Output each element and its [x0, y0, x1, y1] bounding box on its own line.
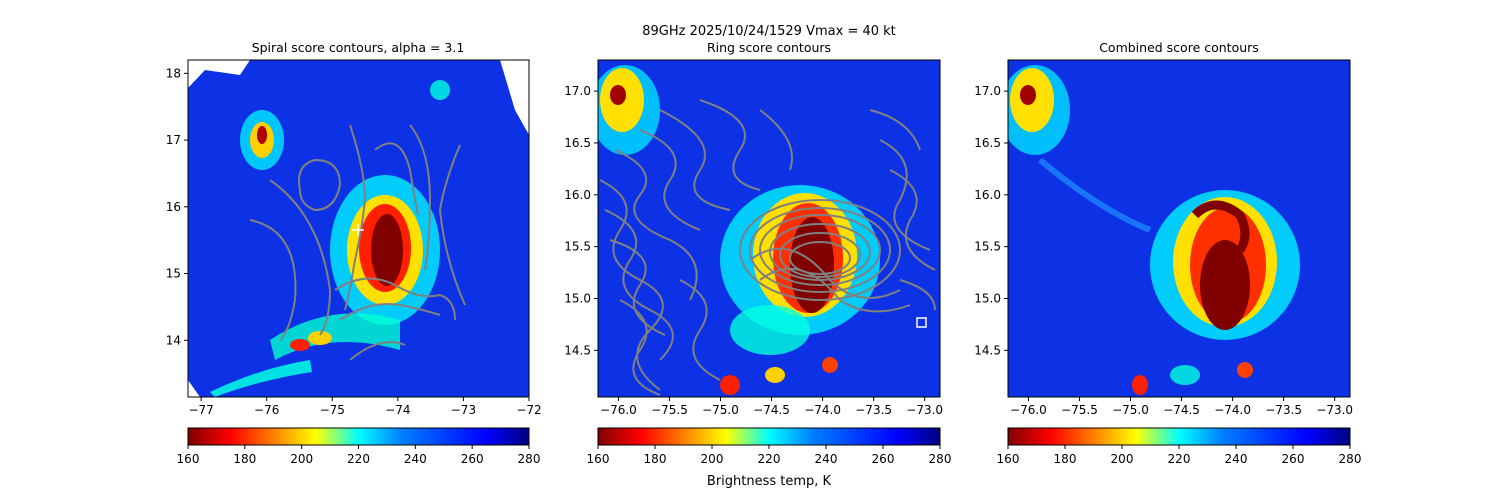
colorbar-tick-label: 180: [233, 452, 256, 466]
x-tick-label: −72: [516, 403, 541, 417]
y-tick-label: 16.0: [564, 188, 591, 202]
combined-panel-title: Combined score contours: [1099, 40, 1259, 55]
y-tick-label: 14.5: [974, 343, 1001, 357]
colorbar-tick-label: 220: [1168, 452, 1191, 466]
y-tick-label: 15.5: [564, 240, 591, 254]
x-tick-label: −76: [254, 403, 279, 417]
colorbar-tick-label: 180: [644, 452, 667, 466]
x-tick-label: −75.5: [651, 403, 688, 417]
colorbar-tick-label: 160: [177, 452, 200, 466]
ring-center-marker: [916, 317, 927, 328]
combined-heatmap: [1008, 65, 1300, 395]
x-tick-label: −75.0: [702, 403, 739, 417]
x-tick-label: −73.0: [906, 403, 943, 417]
x-tick-label: −73.0: [1316, 403, 1353, 417]
y-tick-label: 17: [166, 133, 181, 147]
x-tick-label: −73.5: [855, 403, 892, 417]
colorbar-label: Brightness temp, K: [707, 474, 832, 489]
x-tick-label: −74.0: [804, 403, 841, 417]
colorbar-tick-label: 220: [347, 452, 370, 466]
colorbar-tick-label: 280: [518, 452, 541, 466]
spiral-center-marker: [352, 224, 364, 236]
combined-plot-frame: [1007, 59, 1351, 398]
colorbar-tick-label: 260: [872, 452, 895, 466]
colorbar: [1007, 427, 1351, 446]
colorbar-tick-label: 160: [997, 452, 1020, 466]
x-tick-label: −74.5: [1163, 403, 1200, 417]
y-tick-label: 16.0: [974, 188, 1001, 202]
x-tick-label: −74: [385, 403, 410, 417]
colorbar-tick-label: 260: [1282, 452, 1305, 466]
y-tick-label: 15.0: [974, 291, 1001, 305]
x-tick-label: −73: [451, 403, 476, 417]
x-tick-label: −76.0: [600, 403, 637, 417]
colorbar-tick-label: 200: [290, 452, 313, 466]
y-tick-label: 16.5: [564, 136, 591, 150]
y-tick-label: 15: [166, 267, 181, 281]
colorbars: 160 180 200 220 240 260 280 160 180 200 220 240 260 2…: [177, 427, 1362, 466]
y-tick-label: 17.0: [564, 84, 591, 98]
y-tick-label: 18: [166, 66, 181, 80]
x-tick-label: −74.0: [1214, 403, 1251, 417]
colorbar: [187, 427, 530, 446]
colorbar-tick-label: 160: [587, 452, 610, 466]
spiral-panel-title: Spiral score contours, alpha = 3.1: [252, 40, 465, 55]
x-tick-label: −73.5: [1265, 403, 1302, 417]
colorbar-tick-label: 240: [404, 452, 427, 466]
colorbar-tick-label: 280: [1339, 452, 1362, 466]
ring-panel-title: Ring score contours: [707, 40, 831, 55]
colorbar-tick-label: 280: [929, 452, 952, 466]
combined-score-panel: Combined score contours −76.0 −75.5 −75.0−…: [974, 40, 1353, 417]
colorbar-tick-label: 260: [461, 452, 484, 466]
x-tick-label: −74.5: [753, 403, 790, 417]
y-tick-label: 16.5: [974, 136, 1001, 150]
spiral-score-panel: Spiral score contours, alpha = 3.1: [166, 40, 542, 417]
y-tick-label: 14.5: [564, 343, 591, 357]
colorbar-tick-label: 220: [758, 452, 781, 466]
figure-suptitle: 89GHz 2025/10/24/1529 Vmax = 40 kt: [642, 24, 896, 39]
colorbar: [597, 427, 941, 446]
ring-axes: −76.0 −75.5 −75.0 −74.5 −74.0 −73.5 −73.0 14.5 1…: [564, 84, 943, 417]
colorbar-tick-label: 240: [815, 452, 838, 466]
x-tick-label: −77: [188, 403, 213, 417]
spiral-plot-frame: [187, 59, 530, 398]
ring-contours: [599, 99, 936, 396]
y-tick-label: 15.0: [564, 291, 591, 305]
combined-axes: −76.0 −75.5 −75.0 −74.5 −74.0 −73.5 −73.0 14.5 1…: [974, 84, 1353, 417]
y-tick-label: 15.5: [974, 240, 1001, 254]
ring-plot-frame: [597, 59, 941, 398]
y-tick-label: 14: [166, 333, 181, 347]
x-tick-label: −75.0: [1112, 403, 1149, 417]
spiral-axes: −77 −76 −75 −74 −73 −72 14 15 16 17 18: [166, 66, 542, 417]
colorbar-tick-label: 180: [1054, 452, 1077, 466]
ring-score-panel: Ring score contours: [564, 40, 943, 417]
spiral-heatmap: [188, 60, 529, 397]
y-tick-label: 16: [166, 200, 181, 214]
y-tick-label: 17.0: [974, 84, 1001, 98]
x-tick-label: −75.5: [1061, 403, 1098, 417]
spiral-contours: [249, 124, 466, 361]
colorbar-tick-label: 240: [1225, 452, 1248, 466]
x-tick-label: −75: [320, 403, 345, 417]
x-tick-label: −76.0: [1010, 403, 1047, 417]
colorbar-tick-label: 200: [701, 452, 724, 466]
colorbar-tick-label: 200: [1111, 452, 1134, 466]
